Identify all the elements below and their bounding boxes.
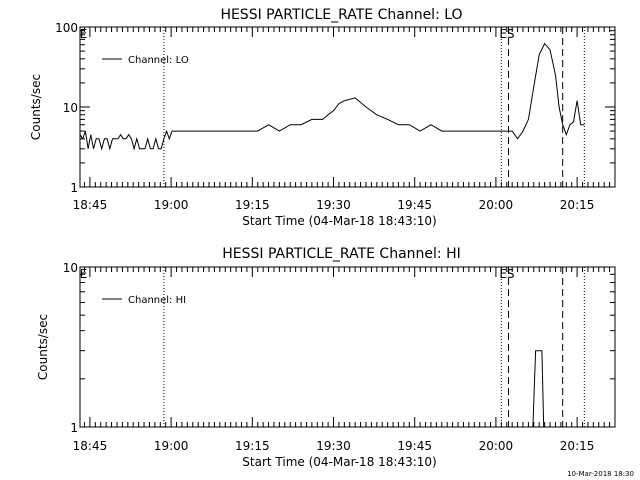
y-tick-label: 10 — [63, 261, 78, 275]
x-tick-label: 18:45 — [73, 198, 108, 212]
x-tick-label: 20:15 — [560, 439, 595, 453]
y-axis-label: Counts/sec — [36, 314, 50, 380]
annotation-label: ES — [499, 27, 514, 41]
plot-frame — [79, 266, 616, 428]
series-line — [79, 42, 585, 151]
x-tick-label: 19:45 — [397, 439, 432, 453]
x-axis-label: Start Time (04-Mar-18 18:43:10) — [242, 455, 436, 469]
annotation-label: E — [80, 267, 88, 281]
x-tick-label: 19:30 — [316, 439, 351, 453]
x-tick-label: 20:00 — [479, 198, 514, 212]
legend-entry: Channel: LO — [128, 55, 189, 66]
y-axis-label: Counts/sec — [29, 74, 43, 140]
x-tick-label: 19:00 — [154, 198, 189, 212]
x-axis-label: Start Time (04-Mar-18 18:43:10) — [242, 214, 436, 228]
x-tick-label: 19:15 — [235, 439, 270, 453]
plot-frame — [79, 26, 616, 188]
y-tick-label: 10 — [63, 101, 78, 115]
chart-panel-1: HESSI PARTICLE_RATE Channel: LO 1 10 100 18:… — [29, 7, 616, 228]
y-tick-label: 1 — [70, 181, 78, 195]
series-line — [532, 350, 545, 428]
chart-title: HESSI PARTICLE_RATE Channel: LO — [220, 7, 462, 23]
x-tick-label: 19:00 — [154, 439, 189, 453]
x-tick-label: 19:15 — [235, 198, 270, 212]
chart-title: HESSI PARTICLE_RATE Channel: HI — [222, 246, 460, 262]
legend-entry: Channel: HI — [128, 295, 186, 306]
x-tick-label: 20:00 — [479, 439, 514, 453]
x-tick-label: 19:45 — [397, 198, 432, 212]
annotation-label: E — [80, 27, 88, 41]
y-tick-label: 100 — [55, 21, 78, 35]
x-tick-label: 19:30 — [316, 198, 351, 212]
y-tick-label: 1 — [70, 421, 78, 435]
annotation-label: ES — [499, 267, 514, 281]
x-tick-label: 18:45 — [73, 439, 108, 453]
x-tick-label: 20:15 — [560, 198, 595, 212]
plot-timestamp: 10-Mar-2018 18:30 — [567, 470, 634, 478]
chart-panel-2: HESSI PARTICLE_RATE Channel: HI 1 10 18:45 1… — [36, 246, 616, 469]
